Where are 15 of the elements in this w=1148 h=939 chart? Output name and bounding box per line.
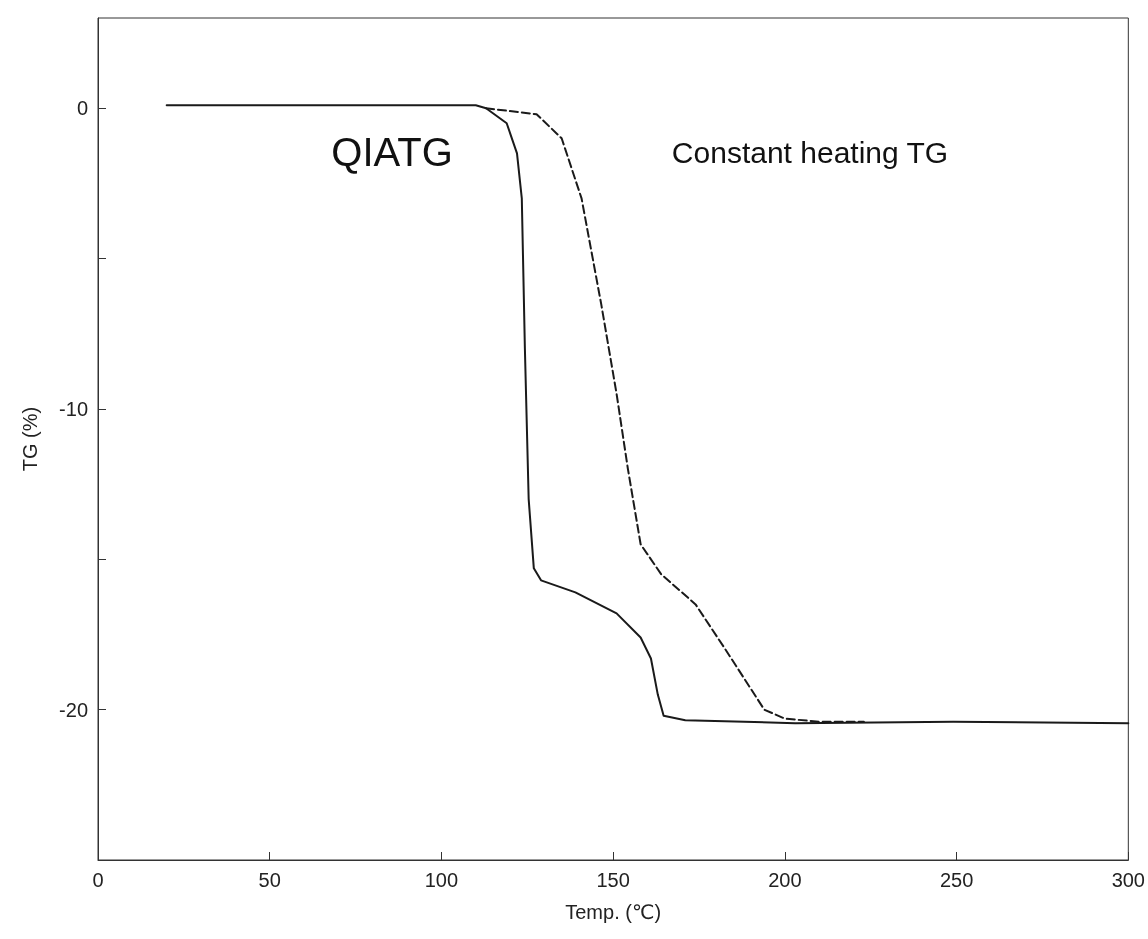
y-tick-label: 0 bbox=[76, 97, 88, 120]
x-axis-title: Temp. (℃) bbox=[565, 901, 662, 923]
y-tick-label: -20 bbox=[59, 698, 88, 721]
x-tick-label: 0 bbox=[92, 869, 104, 891]
x-tick-label: 50 bbox=[258, 869, 281, 891]
y-axis-title: TG (%) bbox=[19, 406, 41, 472]
line-series bbox=[165, 104, 1130, 725]
annotation: Constant heating TG bbox=[671, 135, 949, 169]
x-tick-label: 250 bbox=[939, 869, 974, 891]
x-tick-label: 200 bbox=[768, 869, 802, 891]
x-tick-label: 150 bbox=[596, 869, 630, 891]
x-tick-label: 300 bbox=[1111, 869, 1145, 891]
y-tick-label: -10 bbox=[59, 397, 88, 420]
annotation: QIATG bbox=[331, 130, 453, 174]
x-tick-label: 100 bbox=[424, 869, 459, 891]
